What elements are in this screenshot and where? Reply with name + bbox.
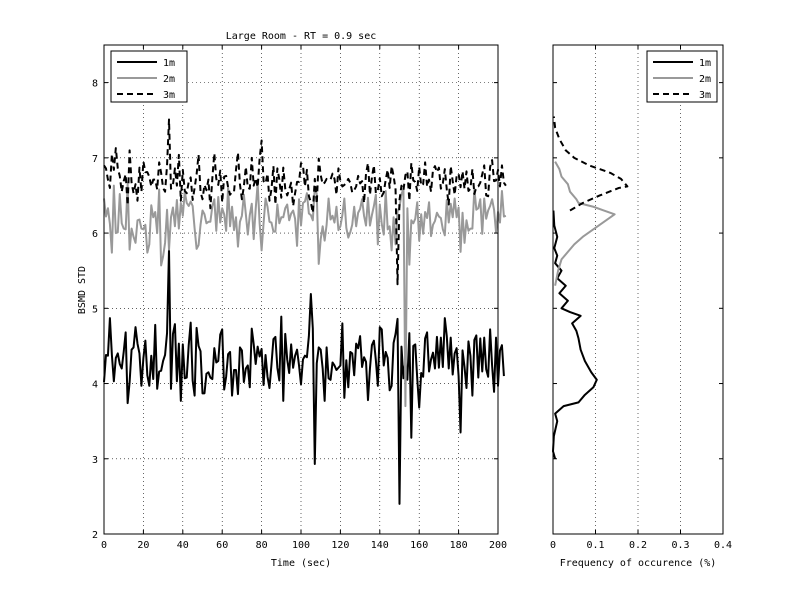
right-x-tick-label: 0.1 (586, 540, 604, 551)
left-chart-title: Large Room - RT = 0.9 sec (226, 31, 377, 42)
left-x-tick-labels: 0 20 40 60 80 100 120 140 160 180 200 (101, 540, 507, 551)
left-y-tick-label: 7 (92, 154, 98, 165)
left-x-tick-label: 120 (331, 540, 349, 551)
left-y-tick-label: 6 (92, 229, 98, 240)
left-x-tick-label: 160 (410, 540, 428, 551)
left-y-axis-label: BSMD STD (77, 266, 88, 314)
left-axes: 0 20 40 60 80 100 120 140 160 180 200 2 3 4 5 6 7 8 Larg… (77, 31, 507, 569)
left-x-tick-label: 140 (371, 540, 389, 551)
left-x-tick-label: 100 (292, 540, 310, 551)
right-x-tick-label: 0.2 (629, 540, 647, 551)
series-line-2m (103, 182, 507, 408)
right-legend-label-2m: 2m (699, 74, 711, 85)
left-x-axis-label: Time (sec) (271, 558, 331, 569)
left-y-tick-label: 2 (92, 530, 98, 541)
right-x-tick-label: 0.3 (671, 540, 689, 551)
series-line-3m (103, 118, 507, 286)
left-y-tick-label: 8 (92, 79, 98, 90)
left-gridlines (104, 45, 498, 535)
left-legend-label-2m: 2m (163, 74, 175, 85)
left-y-tick-labels: 2 3 4 5 6 7 8 (92, 79, 98, 541)
left-x-tick-label: 180 (450, 540, 468, 551)
right-x-tick-label: 0.4 (714, 540, 732, 551)
left-x-tick-label: 200 (489, 540, 507, 551)
right-legend: 1m 2m 3m (646, 50, 718, 103)
left-x-tick-label: 80 (256, 540, 268, 551)
histogram-line-2m (554, 161, 616, 286)
left-legend-label-1m: 1m (163, 58, 175, 69)
right-x-axis-label: Frequency of occurence (%) (560, 558, 717, 569)
left-x-tick-label: 40 (177, 540, 189, 551)
right-axes: 0 0.1 0.2 0.3 0.4 Frequency of occurence (%)… (550, 44, 732, 569)
left-legend: 1m 2m 3m (110, 50, 188, 103)
left-x-tick-label: 20 (137, 540, 149, 551)
left-y-tick-label: 5 (92, 304, 98, 315)
right-x-tick-labels: 0 0.1 0.2 0.3 0.4 (550, 540, 732, 551)
histogram-line-3m (552, 116, 629, 212)
right-x-tick-label: 0 (550, 540, 556, 551)
left-y-tick-label: 4 (92, 380, 98, 391)
histogram-line-1m (552, 210, 598, 460)
right-gridlines (595, 45, 681, 534)
series-line-1m (103, 248, 505, 505)
left-y-tick-label: 3 (92, 455, 98, 466)
right-tick-marks (552, 45, 724, 535)
right-legend-label-1m: 1m (699, 58, 711, 69)
left-x-tick-label: 60 (216, 540, 228, 551)
right-series-lines (552, 116, 629, 460)
left-x-tick-label: 0 (101, 540, 107, 551)
right-legend-label-3m: 3m (699, 90, 711, 101)
left-series-lines (103, 118, 507, 505)
left-tick-marks (103, 45, 499, 535)
left-legend-label-3m: 3m (163, 90, 175, 101)
